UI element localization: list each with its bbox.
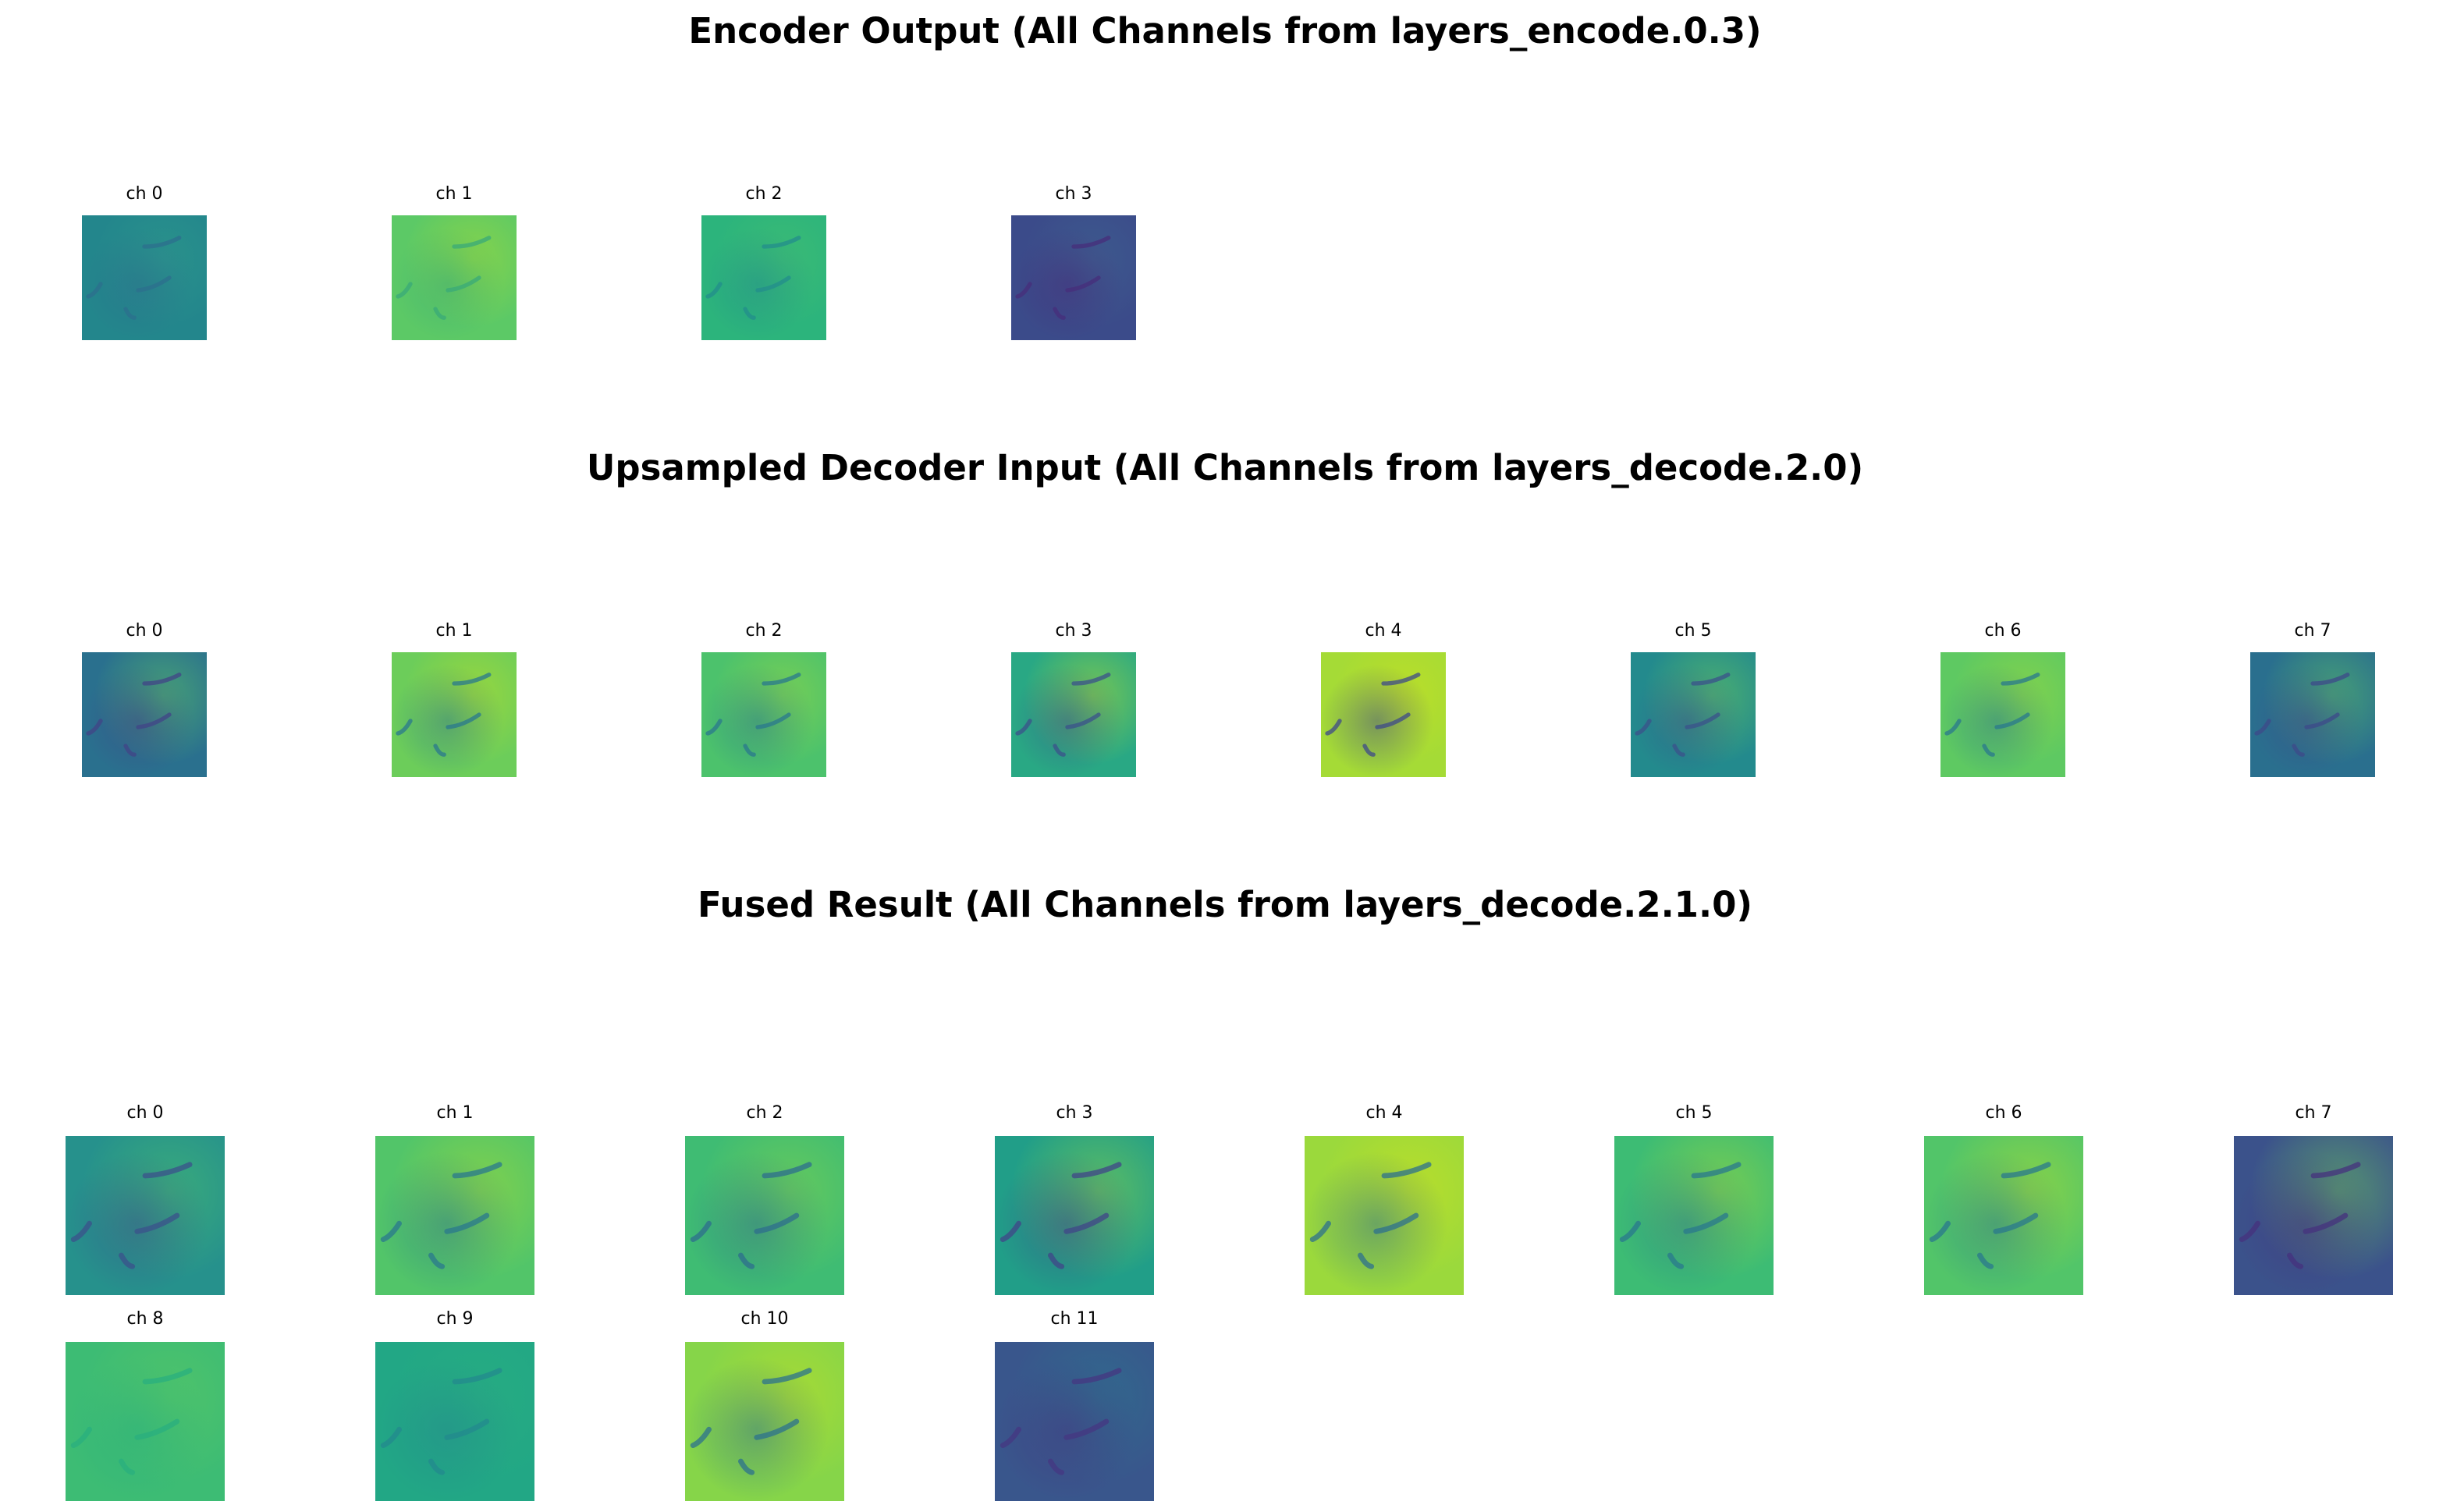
feature-map-image [995,1136,1154,1295]
feature-map-image [1011,215,1136,340]
channel-tile: ch 6 [1940,621,2065,777]
channel-tile: ch 7 [2250,621,2375,777]
channel-tile: ch 2 [685,1103,844,1295]
channel-tile: ch 3 [995,1103,1154,1295]
feature-map-image [82,215,207,340]
channel-label: ch 1 [435,184,473,204]
channel-tile: ch 11 [995,1309,1154,1501]
channel-label: ch 0 [126,621,163,641]
channel-tile: ch 1 [392,621,517,777]
channel-label: ch 6 [1984,621,2022,641]
feature-map-image [2250,652,2375,777]
channel-tile: ch 9 [375,1309,534,1501]
channel-label: ch 8 [126,1309,164,1329]
channel-label: ch 7 [2294,621,2331,641]
channel-label: ch 10 [740,1309,789,1329]
channel-label: ch 1 [435,621,473,641]
feature-map-image [701,652,826,777]
feature-map-image [66,1342,225,1501]
channel-label: ch 5 [1674,621,1712,641]
channel-label: ch 3 [1055,621,1092,641]
feature-map-image [392,652,517,777]
channel-tile: ch 5 [1631,621,1756,777]
channel-tile: ch 1 [392,184,517,340]
channel-tile: ch 0 [82,621,207,777]
channel-tile: ch 8 [66,1309,225,1501]
channel-tile: ch 4 [1305,1103,1464,1295]
channel-label: ch 0 [126,184,163,204]
feature-map-image [2234,1136,2393,1295]
channel-tile: ch 2 [701,621,826,777]
channel-label: ch 3 [1055,184,1092,204]
feature-map-image [375,1136,534,1295]
channel-tile: ch 6 [1924,1103,2083,1295]
channel-tile: ch 0 [66,1103,225,1295]
feature-map-image [1011,652,1136,777]
channel-label: ch 9 [436,1309,474,1329]
channel-tile: ch 2 [701,184,826,340]
channel-label: ch 0 [126,1103,164,1123]
feature-map-image [1924,1136,2083,1295]
feature-map-image [82,652,207,777]
feature-map-image [995,1342,1154,1501]
section-title-fused-result: Fused Result (All Channels from layers_d… [698,884,1752,925]
feature-map-image [392,215,517,340]
feature-map-image [1305,1136,1464,1295]
channel-label: ch 2 [745,621,783,641]
channel-tile: ch 3 [1011,184,1136,340]
channel-tile: ch 10 [685,1309,844,1501]
feature-map-image [66,1136,225,1295]
section-title-decoder-input: Upsampled Decoder Input (All Channels fr… [586,447,1864,488]
feature-map-image [701,215,826,340]
feature-map-image [1940,652,2065,777]
feature-map-image [375,1342,534,1501]
section-title-encoder-output: Encoder Output (All Channels from layers… [688,10,1762,51]
channel-label: ch 6 [1985,1103,2022,1123]
channel-label: ch 11 [1050,1309,1099,1329]
channel-label: ch 5 [1675,1103,1713,1123]
channel-label: ch 7 [2295,1103,2332,1123]
feature-map-image [685,1342,844,1501]
channel-tile: ch 5 [1614,1103,1774,1295]
channel-label: ch 4 [1365,1103,1403,1123]
channel-tile: ch 4 [1321,621,1446,777]
channel-label: ch 2 [745,184,783,204]
feature-map-image [1321,652,1446,777]
channel-tile: ch 0 [82,184,207,340]
channel-label: ch 3 [1056,1103,1093,1123]
channel-label: ch 2 [746,1103,783,1123]
channel-tile: ch 1 [375,1103,534,1295]
feature-map-image [685,1136,844,1295]
channel-tile: ch 3 [1011,621,1136,777]
feature-map-image [1614,1136,1774,1295]
feature-map-image [1631,652,1756,777]
channel-label: ch 4 [1365,621,1402,641]
channel-label: ch 1 [436,1103,474,1123]
channel-tile: ch 7 [2234,1103,2393,1295]
